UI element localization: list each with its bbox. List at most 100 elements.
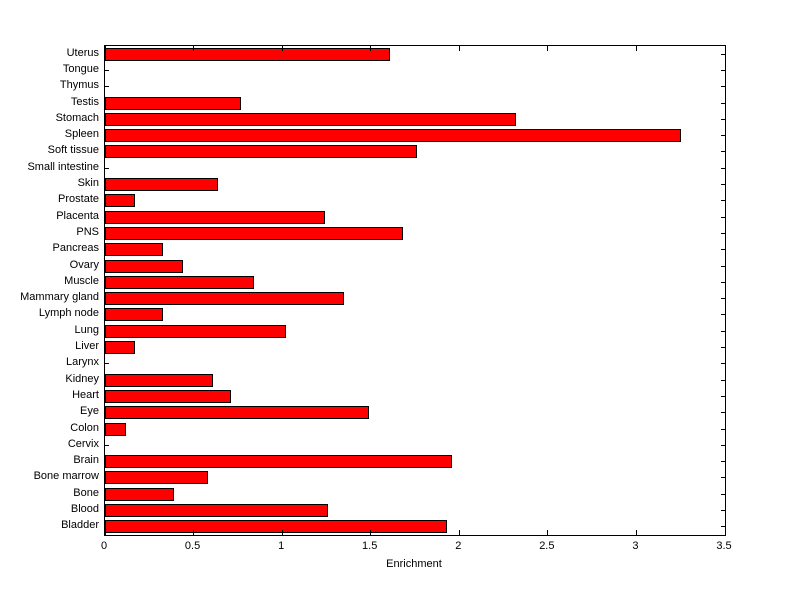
bar-blood: [105, 504, 329, 518]
y-tick-mark-right: [721, 379, 725, 381]
bar-lymph-node: [105, 308, 164, 322]
y-tick-mark-right: [721, 428, 725, 430]
y-tick-mark-right: [721, 314, 725, 316]
y-tick-mark-right: [721, 493, 725, 495]
x-tick-label: 3.5: [716, 540, 732, 552]
y-tick-mark-right: [721, 444, 725, 446]
x-tick-mark-bottom: [104, 530, 106, 535]
bar-prostate: [105, 194, 136, 208]
y-tick-mark-right: [721, 216, 725, 218]
x-tick-label: 3: [632, 540, 639, 552]
x-tick-label: 2: [455, 540, 462, 552]
y-tick-label: Bladder: [61, 519, 99, 532]
y-tick-label: Muscle: [64, 274, 99, 287]
x-tick-mark-bottom: [193, 530, 195, 535]
y-tick-label: Pancreas: [52, 242, 99, 255]
y-tick-label: Prostate: [58, 193, 99, 206]
x-tick-label: 2.5: [539, 540, 555, 552]
y-tick-label: Liver: [75, 340, 99, 353]
y-tick-mark-right: [721, 347, 725, 349]
y-tick-mark-right: [721, 135, 725, 137]
y-tick-mark-right: [721, 330, 725, 332]
bar-brain: [105, 455, 453, 469]
x-tick-label: 0.5: [184, 540, 201, 552]
x-tick-mark-top: [193, 46, 195, 51]
bar-uterus: [105, 47, 391, 61]
y-tick-mark-left: [105, 363, 109, 365]
x-tick-label: 1: [278, 540, 285, 552]
y-tick-label: Lung: [74, 323, 99, 336]
bar-stomach: [105, 112, 516, 126]
y-tick-mark-right: [721, 151, 725, 153]
x-tick-mark-bottom: [724, 530, 726, 535]
x-tick-mark-bottom: [635, 530, 637, 535]
bar-skin: [105, 178, 219, 192]
y-tick-label: Cervix: [67, 437, 99, 450]
bar-pns: [105, 226, 403, 240]
y-tick-label: Stomach: [55, 111, 99, 124]
y-tick-label: Spleen: [64, 128, 99, 141]
y-tick-mark-right: [721, 265, 725, 267]
bar-muscle: [105, 275, 254, 289]
y-tick-mark-right: [721, 184, 725, 186]
y-tick-label: Kidney: [65, 372, 99, 385]
x-tick-mark-top: [458, 46, 460, 51]
y-tick-mark-right: [721, 53, 725, 55]
x-tick-mark-top: [635, 46, 637, 51]
y-tick-label: Testis: [70, 95, 99, 108]
y-tick-mark-right: [721, 167, 725, 169]
y-tick-label: Colon: [70, 421, 99, 434]
y-tick-mark-left: [105, 444, 109, 446]
y-tick-mark-right: [721, 298, 725, 300]
y-tick-mark-right: [721, 69, 725, 71]
bar-colon: [105, 422, 127, 436]
x-tick-mark-bottom: [281, 530, 283, 535]
bar-bladder: [105, 520, 447, 534]
plot-area: [104, 45, 726, 536]
x-tick-label: 1.5: [362, 540, 378, 552]
bar-bone-marrow: [105, 471, 208, 485]
y-tick-mark-right: [721, 86, 725, 88]
y-tick-mark-left: [105, 69, 109, 71]
x-tick-mark-top: [104, 46, 106, 51]
y-tick-mark-right: [721, 232, 725, 234]
y-tick-mark-right: [721, 200, 725, 202]
y-tick-label: Tongue: [62, 62, 99, 75]
y-tick-mark-right: [721, 395, 725, 397]
y-tick-mark-right: [721, 412, 725, 414]
x-tick-mark-bottom: [458, 530, 460, 535]
y-tick-label: Placenta: [56, 209, 99, 222]
bar-mammary-gland: [105, 292, 345, 306]
bar-ovary: [105, 259, 183, 273]
y-tick-label: Thymus: [59, 79, 99, 92]
x-tick-mark-top: [547, 46, 549, 51]
y-tick-mark-right: [721, 510, 725, 512]
bar-placenta: [105, 210, 325, 224]
bar-soft-tissue: [105, 145, 417, 159]
y-tick-mark-right: [721, 477, 725, 479]
y-tick-label: Bone marrow: [33, 470, 99, 483]
y-tick-label: Bone: [73, 486, 99, 499]
y-tick-label: Uterus: [66, 46, 99, 59]
y-tick-label: Brain: [73, 454, 99, 467]
y-tick-label: Eye: [80, 405, 99, 418]
x-axis-title: Enrichment: [386, 558, 442, 570]
y-tick-label: Lymph node: [38, 307, 99, 320]
x-tick-mark-top: [724, 46, 726, 51]
bar-liver: [105, 341, 136, 355]
y-tick-mark-right: [721, 526, 725, 528]
bar-heart: [105, 389, 231, 403]
bar-eye: [105, 406, 369, 420]
y-tick-label: Larynx: [65, 356, 99, 369]
x-tick-label: 0: [100, 540, 108, 552]
y-tick-mark-right: [721, 118, 725, 120]
y-tick-mark-left: [105, 86, 109, 88]
bar-testis: [105, 96, 242, 110]
bar-bone: [105, 487, 175, 501]
y-tick-mark-right: [721, 461, 725, 463]
x-tick-mark-top: [281, 46, 283, 51]
y-tick-mark-left: [105, 167, 109, 169]
bar-spleen: [105, 129, 681, 143]
bar-lung: [105, 324, 286, 338]
